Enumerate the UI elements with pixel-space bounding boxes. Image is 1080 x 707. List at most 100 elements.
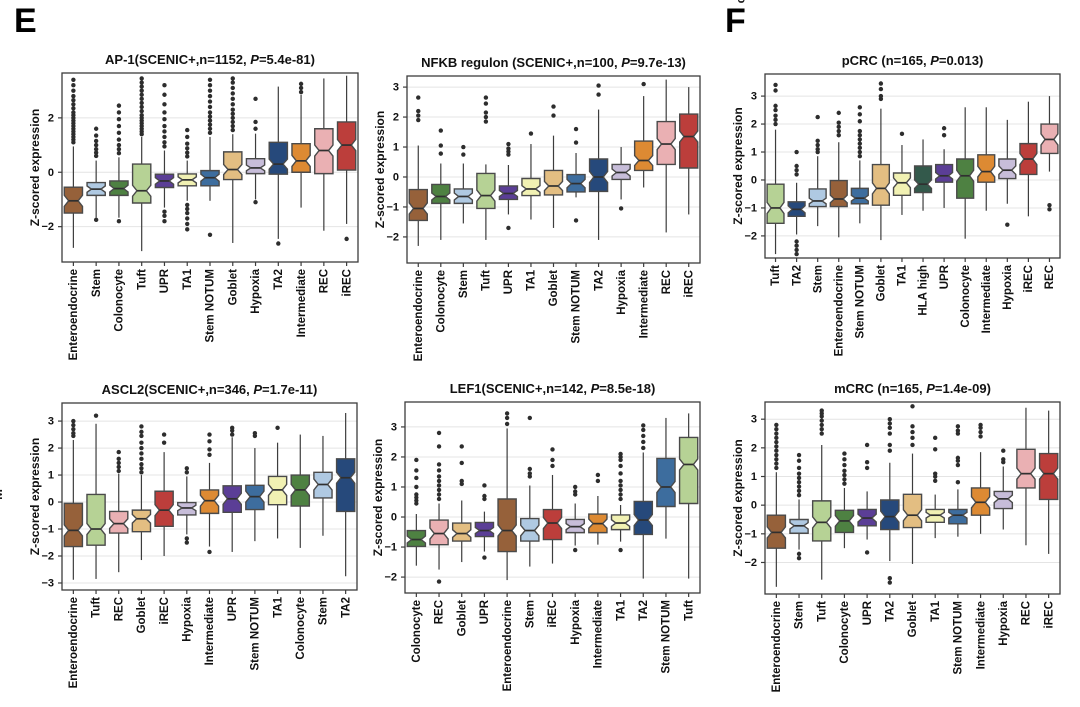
outlier-point — [887, 580, 893, 585]
outlier-point — [595, 472, 601, 478]
outlier-point — [550, 463, 555, 469]
x-tick-label: Stem — [318, 597, 330, 625]
plot-border — [764, 401, 1061, 595]
box-intermediate — [633, 81, 654, 188]
box-colonocyte — [431, 128, 451, 240]
outlier-point — [93, 138, 99, 144]
box-enteroendocrine — [408, 95, 428, 246]
outlier-point — [857, 154, 863, 159]
outlier-point — [842, 468, 847, 473]
outlier-point — [618, 463, 623, 469]
notched-box — [766, 183, 785, 225]
notched-box — [902, 493, 923, 529]
notched-box — [336, 121, 357, 171]
outlier-point — [207, 232, 213, 238]
chart-nfkb-regulon-: Enteroendocrine Colonocyte Stem Tuft UPR TA1 G… — [373, 55, 701, 361]
box-colonocyte — [956, 107, 975, 239]
outlier-point — [162, 209, 167, 214]
y-tick-label: 2 — [48, 443, 54, 455]
outlier-point — [229, 425, 235, 431]
x-tick-label: TA2 — [638, 600, 650, 621]
y-tick-label: 0 — [751, 500, 757, 512]
outlier-point — [414, 492, 419, 497]
outlier-point — [483, 110, 489, 115]
box-ta1 — [267, 425, 288, 539]
x-tick-label: Tuft — [481, 270, 493, 291]
outlier-point — [253, 96, 258, 102]
y-tick-label: 1 — [751, 471, 757, 483]
x-tick-label: Colonocyte — [960, 265, 972, 328]
outlier-point — [819, 418, 824, 423]
outlier-point — [887, 448, 893, 453]
box-upr — [857, 442, 877, 555]
box-upr — [222, 425, 242, 552]
outlier-point — [774, 439, 779, 445]
x-tick-label: TA2 — [884, 601, 896, 622]
x-tick-label: TA1 — [182, 268, 194, 289]
x-tick-label: Colonocyte — [839, 601, 851, 664]
outlier-point — [459, 460, 464, 466]
outlier-point — [955, 455, 961, 461]
outlier-point — [618, 487, 623, 493]
outlier-point — [618, 206, 624, 211]
outlier-point — [774, 427, 779, 432]
x-tick-label: Goblet — [136, 597, 148, 634]
box-ta1 — [610, 451, 631, 553]
outlier-point — [618, 496, 623, 502]
outlier-point — [71, 83, 76, 88]
outlier-point — [162, 92, 167, 97]
outlier-point — [161, 440, 167, 445]
notched-box — [429, 519, 449, 546]
outlier-point — [116, 468, 121, 474]
outlier-point — [932, 447, 938, 452]
outlier-point — [253, 126, 258, 131]
y-tick-label: −1 — [744, 202, 757, 214]
x-tick-label: Goblet — [548, 270, 560, 307]
outlier-point — [899, 131, 905, 137]
outlier-point — [641, 427, 646, 433]
y-tick-label: 2 — [751, 119, 757, 131]
notched-box — [934, 163, 954, 183]
outlier-point — [71, 88, 76, 93]
outlier-point — [773, 113, 778, 118]
outlier-point — [887, 576, 893, 581]
notched-box — [86, 493, 106, 546]
outlier-point — [436, 468, 442, 473]
outlier-point — [438, 151, 444, 156]
notched-box — [406, 529, 427, 548]
outlier-point — [207, 99, 213, 104]
outlier-point — [207, 118, 213, 123]
x-tick-label: UPR — [503, 269, 515, 294]
plot-border — [61, 72, 359, 263]
outlier-point — [230, 107, 235, 112]
outlier-point — [641, 433, 646, 439]
outlier-point — [184, 540, 190, 545]
outlier-point — [1047, 202, 1052, 208]
outlier-point — [185, 127, 190, 133]
outlier-point — [910, 424, 915, 429]
x-tick-label: UPR — [227, 596, 239, 621]
outlier-point — [955, 424, 961, 429]
outlier-point — [842, 451, 847, 456]
x-tick-label: Goblet — [907, 601, 919, 638]
outlier-point — [139, 112, 144, 118]
outlier-point — [978, 434, 983, 439]
outlier-point — [504, 415, 510, 421]
outlier-point — [184, 466, 190, 471]
box-stem-notum — [948, 424, 968, 537]
outlier-point — [864, 459, 870, 465]
x-tick-label: UPR — [159, 268, 171, 293]
outlier-point — [796, 480, 802, 485]
notched-box — [656, 120, 676, 166]
outlier-point — [436, 474, 442, 479]
notched-box — [808, 188, 827, 208]
outlier-point — [298, 81, 304, 87]
outlier-point — [276, 241, 281, 246]
box-upr — [934, 126, 954, 208]
outlier-point — [595, 478, 601, 484]
outlier-point — [796, 551, 802, 557]
outlier-point — [794, 163, 799, 169]
notched-box — [850, 187, 869, 205]
